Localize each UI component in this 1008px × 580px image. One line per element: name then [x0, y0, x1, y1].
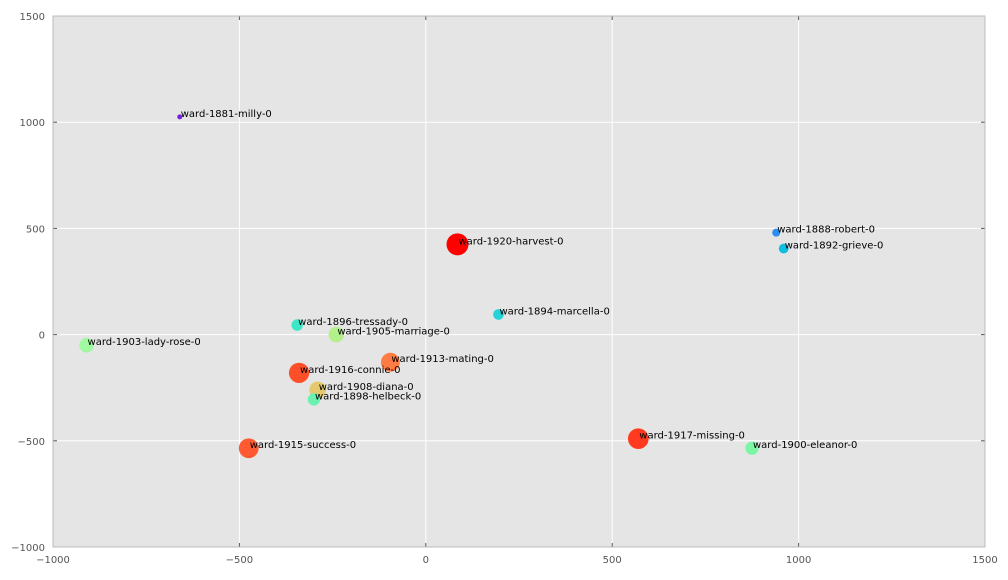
data-point	[328, 326, 345, 343]
data-point	[627, 428, 649, 450]
point-label: ward-1915-success-0	[250, 440, 356, 451]
data-point	[288, 362, 310, 383]
data-point	[745, 441, 759, 455]
data-point	[177, 114, 183, 120]
point-label: ward-1920-harvest-0	[458, 236, 563, 247]
y-tick-label: 0	[39, 331, 45, 342]
point-label: ward-1903-lady-rose-0	[88, 337, 201, 348]
data-point	[79, 337, 94, 353]
data-point	[291, 319, 303, 331]
point-label: ward-1917-missing-0	[639, 431, 745, 442]
y-tick-label: 500	[26, 224, 45, 235]
point-label: ward-1881-milly-0	[181, 109, 272, 120]
point-label: ward-1894-marcella-0	[499, 306, 609, 317]
point-label: ward-1905-marriage-0	[337, 327, 450, 338]
y-tick-label: −1000	[11, 543, 45, 554]
data-point	[307, 393, 321, 406]
point-labels: ward-1881-milly-0 ward-1888-robert-0 ward-…	[88, 109, 884, 451]
data-points	[79, 114, 789, 459]
y-tick-label: −500	[18, 437, 45, 448]
point-label: ward-1908-diana-0	[319, 382, 414, 393]
plot-background	[53, 16, 985, 547]
x-tick-label: 1000	[786, 555, 811, 566]
data-point	[778, 243, 789, 254]
data-point	[238, 438, 259, 459]
point-label: ward-1892-grieve-0	[785, 241, 884, 252]
y-tick-label: 1500	[20, 12, 45, 23]
y-tick-label: 1000	[20, 118, 45, 129]
point-label: ward-1900-eleanor-0	[753, 440, 857, 451]
x-tick-label: 0	[423, 555, 429, 566]
point-label: ward-1916-connie-0	[300, 365, 400, 376]
point-label: ward-1898-helbeck-0	[315, 391, 421, 402]
data-point	[772, 228, 781, 237]
data-point	[380, 352, 400, 372]
x-tick-label: −1000	[36, 555, 70, 566]
data-point	[446, 233, 469, 256]
x-tick-label: 500	[603, 555, 622, 566]
data-point	[493, 309, 504, 320]
tick-labels: −1000 −500 0 500 1000 1500 −1000 −500 0 500 1000 15…	[11, 12, 998, 566]
point-label: ward-1888-robert-0	[777, 225, 875, 236]
x-tick-label: 1500	[972, 555, 997, 566]
x-tick-label: −500	[226, 555, 253, 566]
point-label: ward-1913-mating-0	[391, 354, 493, 365]
plot-frame	[52, 15, 986, 548]
point-label: ward-1896-tressady-0	[298, 317, 408, 328]
